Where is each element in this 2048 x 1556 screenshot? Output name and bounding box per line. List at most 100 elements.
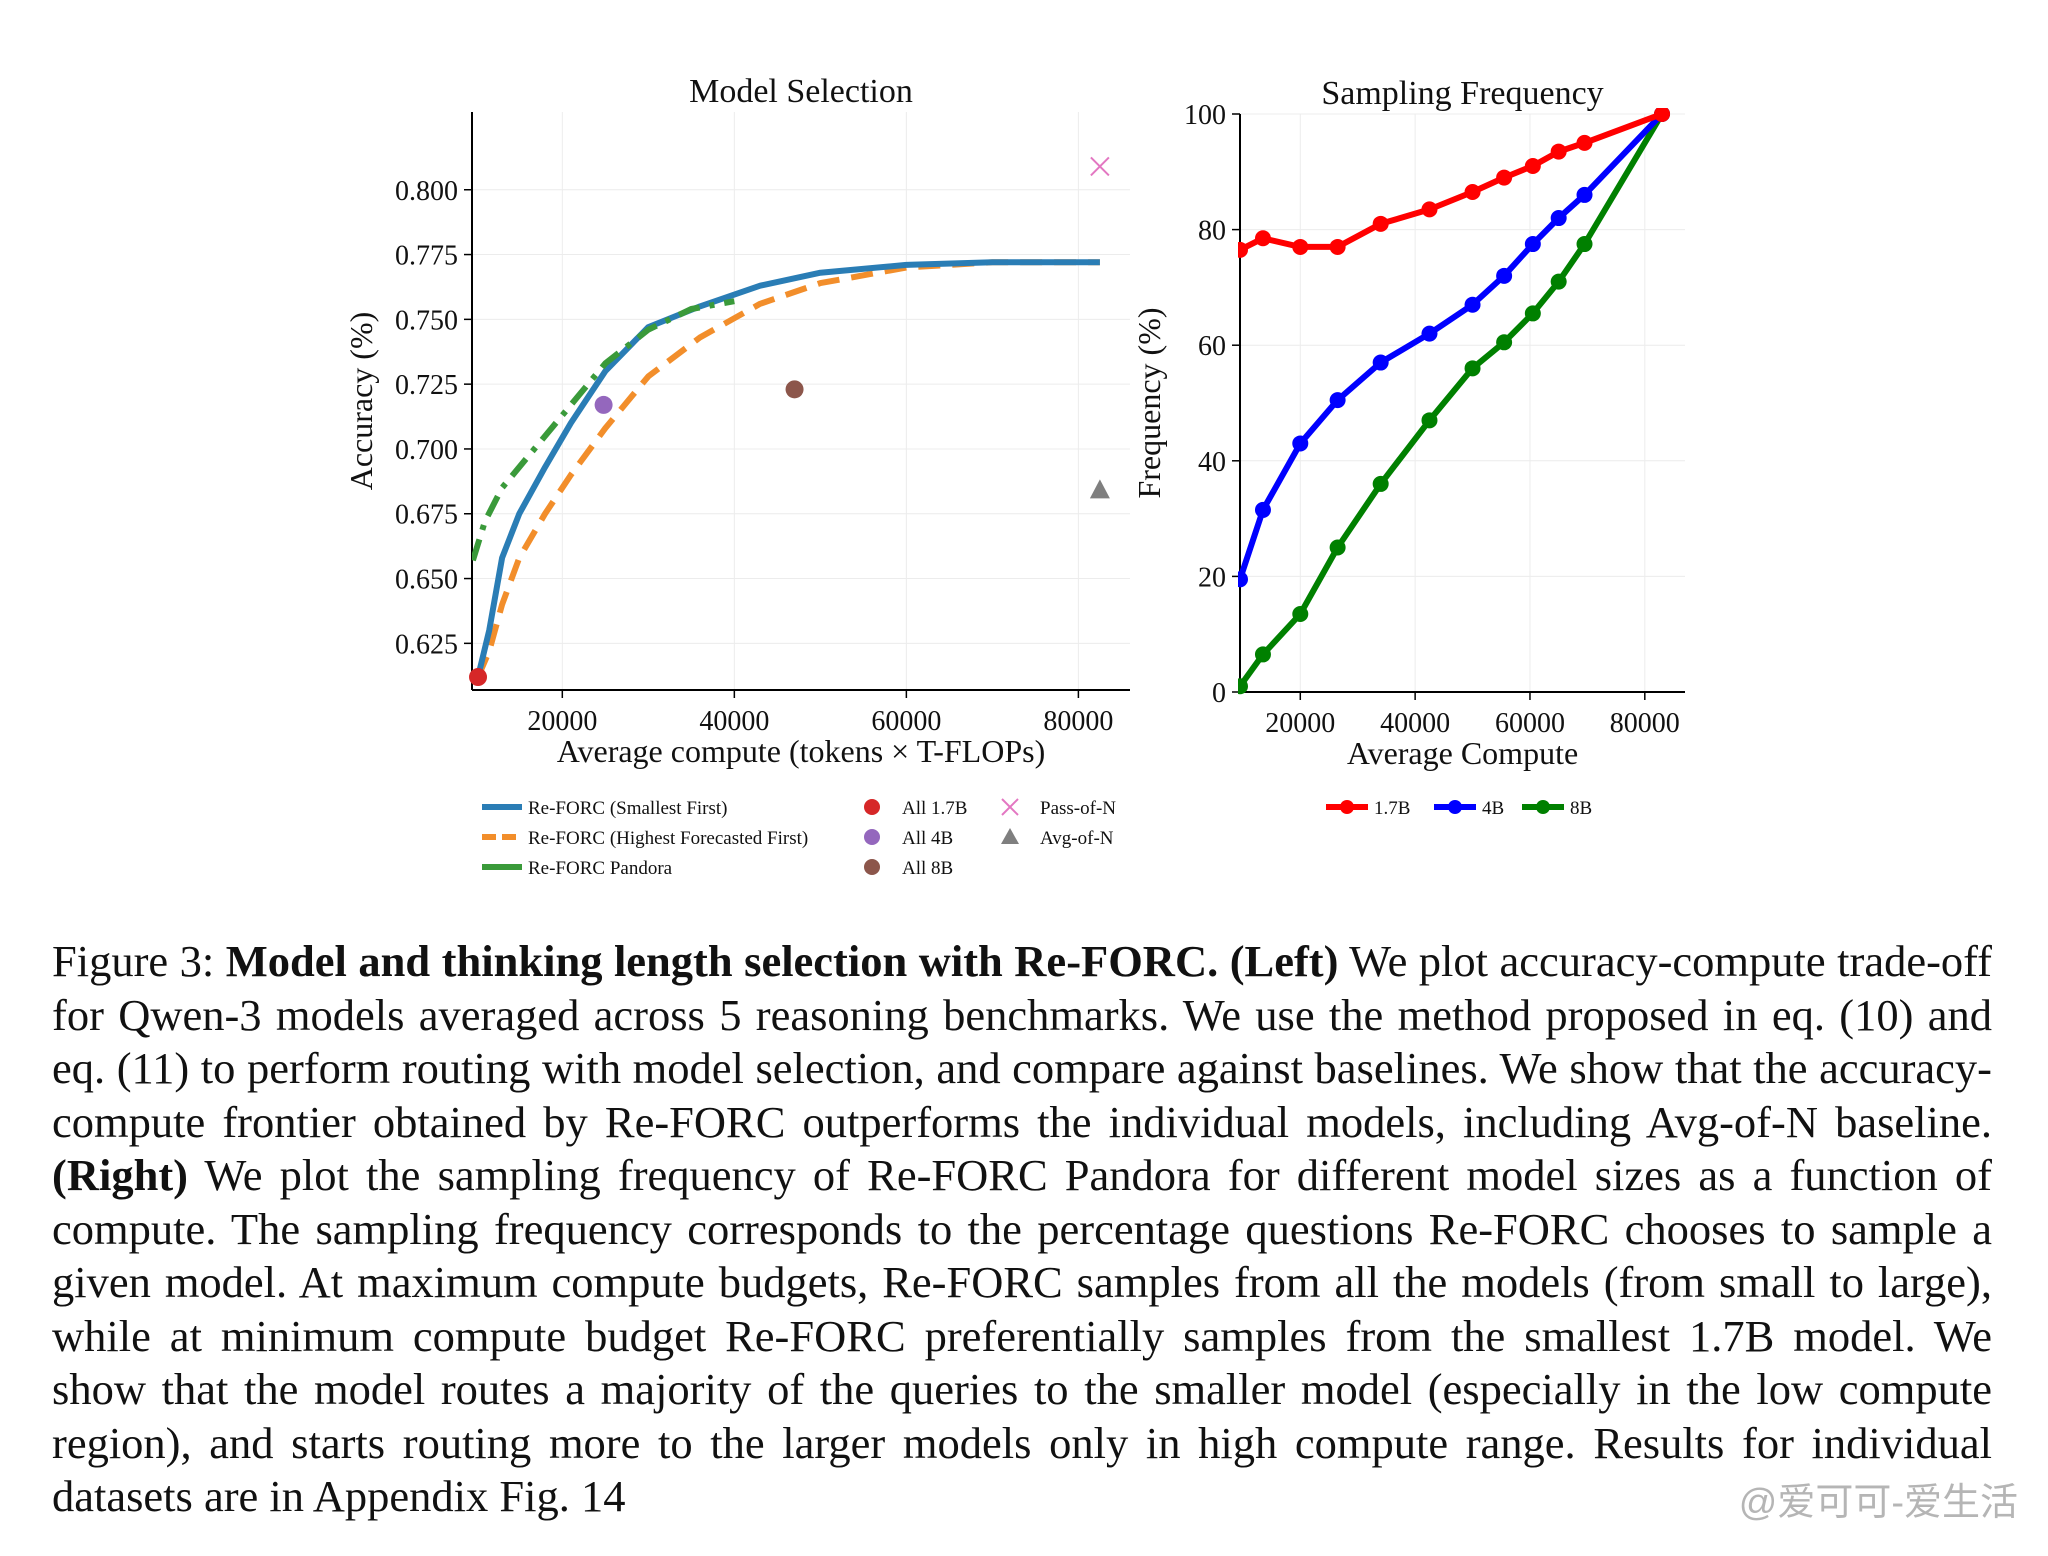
series-4b [1238,108,1671,588]
legend-all-1-7b-label: All 1.7B [902,798,967,819]
sampling-frequency-legend: 1.7B 4B 8B [1326,798,1592,819]
y-tick-label-7: 0.800 [395,176,458,207]
legend-4b: 4B [1434,798,1504,819]
x-tick-label-0: 20000 [1265,708,1335,739]
sampling-frequency-chart: 20000 40000 60000 80000 0 20 40 60 80 100 Sampling… [1131,75,1685,771]
y-tick-label-4: 80 [1198,216,1226,247]
caption-label: Figure 3: [52,936,215,986]
y-tick-label-0: 0.625 [395,629,458,660]
series-group [472,259,1100,679]
series-point-1-7b-0 [1238,241,1248,258]
series-point-4b-3 [1329,392,1346,409]
legend-pass-of-n-swatch [1001,798,1019,816]
chart-title: Model Selection [689,73,913,110]
legend-all-8b-label: All 8B [902,858,953,879]
x-axis-label: Average Compute [1347,735,1578,771]
series-point-1-7b-1 [1254,230,1271,247]
y-tick-label-2: 40 [1198,447,1226,478]
y-tick-label-5: 100 [1184,100,1226,131]
series-point-4b-4 [1372,354,1389,371]
watermark: @爱可可-爱生活 [1738,1482,2018,1524]
legend-avg-of-n-label: Avg-of-N [1040,828,1114,849]
series-point-1-7b-10 [1576,134,1593,151]
series-point-1-7b-9 [1550,143,1567,160]
legend-4b-swatch-dot [1448,800,1462,814]
legend-re-forc-pandora: Re-FORC Pandora [482,858,673,879]
legend-re-forc-highest-forecasted-first-label: Re-FORC (Highest Forecasted First) [528,828,808,849]
series-point-4b-5 [1421,325,1438,342]
legend-all-4b: All 4B [864,828,953,849]
series-point-1-7b-8 [1524,158,1541,175]
series-point-4b-7 [1496,267,1513,284]
series-point-4b-2 [1292,435,1309,452]
series-point-8b-8 [1524,305,1541,322]
chart-title: Sampling Frequency [1321,75,1603,112]
series-point-1-7b-4 [1372,215,1389,232]
point-pass-of-n [1090,156,1110,177]
series-re-forc-highest-forecasted-first [475,259,1100,679]
legend-all-1-7b-swatch [864,799,880,815]
x-tick-label-3: 80000 [1043,706,1113,737]
series-re-forc-smallest-first [475,259,1100,678]
series-point-8b-0 [1238,678,1248,695]
y-tick-label-4: 0.725 [395,370,458,401]
point-avg-of-n [1089,479,1110,499]
legend-re-forc-smallest-first: Re-FORC (Smallest First) [482,798,728,819]
series-point-1-7b-3 [1329,238,1346,255]
series-point-8b-7 [1496,334,1513,351]
legend-pass-of-n: Pass-of-N [1001,798,1116,819]
legend-all-8b: All 8B [864,858,953,879]
model-selection-legend: Re-FORC (Smallest First) Re-FORC (Highest… [482,798,1116,879]
legend-re-forc-smallest-first-label: Re-FORC (Smallest First) [528,798,728,819]
series-point-1-7b-6 [1464,184,1481,201]
legend-all-8b-swatch [864,859,880,875]
legend-1-7b: 1.7B [1326,798,1410,819]
figure-3: 20000 40000 60000 80000 0.625 0.650 0.675 0.700… [343,73,1685,879]
caption-title: Model and thinking length selection with… [225,936,1219,986]
figure-caption: Figure 3: Model and thinking length sele… [52,935,1992,1524]
x-tick-label-1: 40000 [1380,708,1450,739]
series-point-4b-0 [1238,571,1248,588]
x-tick-label-1: 40000 [699,706,769,737]
series-re-forc-pandora [472,298,735,562]
x-tick-label-2: 60000 [1495,708,1565,739]
y-tick-label-1: 0.650 [395,565,458,596]
y-tick-label-2: 0.675 [395,500,458,531]
point-all-1-7b [469,668,488,687]
point-all-4b [594,395,613,414]
point-all-8b [785,380,804,399]
x-tick-label-3: 80000 [1610,708,1680,739]
series-8b [1238,108,1671,695]
y-tick-label-3: 0.700 [395,435,458,466]
legend-avg-of-n: Avg-of-N [1001,828,1114,849]
caption-left-tag: (Left) [1229,936,1339,986]
model-selection-chart: 20000 40000 60000 80000 0.625 0.650 0.675 0.700… [343,73,1130,769]
legend-8b-swatch-dot [1536,800,1550,814]
legend-pass-of-n-label: Pass-of-N [1040,798,1116,819]
legend-all-4b-swatch [864,829,880,845]
series-point-8b-5 [1421,412,1438,429]
series-point-8b-4 [1372,475,1389,492]
caption-right-tag: (Right) [52,1150,188,1200]
series-point-1-7b-11 [1654,108,1671,122]
series-point-8b-3 [1329,539,1346,556]
legend-pass-of-n-swatch-b [1001,798,1019,816]
series-point-4b-1 [1254,501,1271,518]
series-point-8b-10 [1576,236,1593,253]
series-point-4b-8 [1524,236,1541,253]
series-group [1238,108,1671,695]
series-point-1-7b-7 [1496,169,1513,186]
legend-4b-label: 4B [1482,798,1504,819]
legend-all-4b-label: All 4B [902,828,953,849]
legend-avg-of-n-swatch [1001,828,1019,844]
series-point-8b-1 [1254,646,1271,663]
y-tick-label-6: 0.775 [395,241,458,272]
series-line-4b [1238,111,1665,581]
y-tick-label-1: 20 [1198,562,1226,593]
legend-8b: 8B [1522,798,1592,819]
series-point-4b-10 [1576,186,1593,203]
legend-re-forc-highest-forecasted-first: Re-FORC (Highest Forecasted First) [482,828,808,849]
caption-text-right: We plot the sampling frequency of Re-FOR… [52,1150,1993,1521]
series-point-4b-6 [1464,296,1481,313]
series-point-4b-9 [1550,210,1567,227]
